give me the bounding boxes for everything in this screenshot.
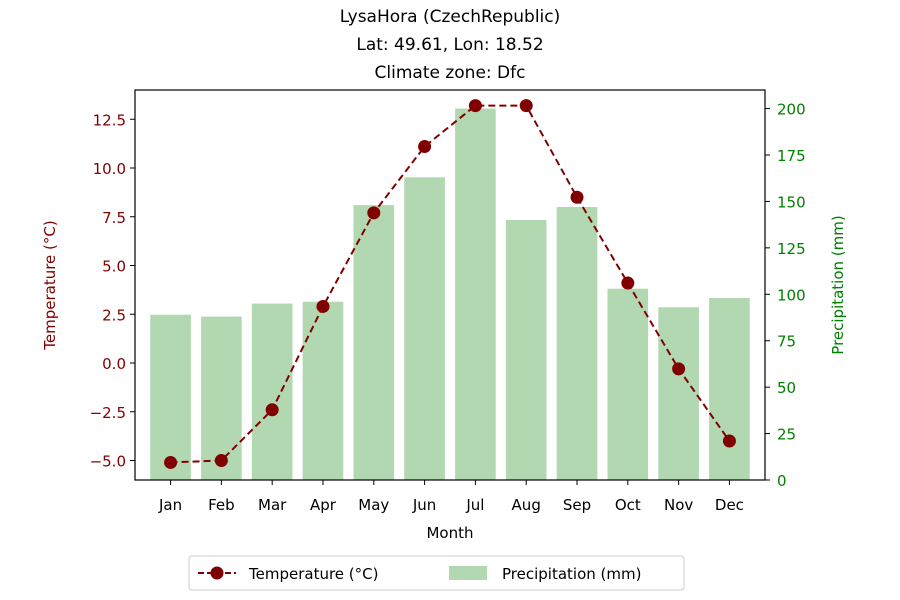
temperature-marker-feb (214, 454, 228, 467)
x-axis-label: Month (426, 524, 473, 542)
left-axis-label: Temperature (°C) (41, 220, 59, 350)
month-tick-label: Jul (465, 496, 484, 514)
month-tick-label: Apr (310, 496, 337, 514)
precipitation-tick-label: 150 (777, 193, 806, 211)
precipitation-bar-aug (505, 220, 547, 480)
month-tick-label: Sep (563, 496, 591, 514)
temperature-marker-mar (265, 403, 279, 417)
month-tick-label: Dec (715, 496, 744, 514)
month-tick-label: Aug (512, 496, 541, 514)
temperature-marker-jun (418, 140, 432, 154)
precipitation-tick-label: 25 (777, 426, 796, 444)
precipitation-tick-label: 125 (777, 240, 806, 258)
precipitation-tick-label: 0 (777, 472, 787, 490)
precipitation-bar-oct (607, 288, 649, 480)
month-tick-label: Nov (664, 496, 693, 514)
temperature-tick-label: 7.5 (102, 209, 126, 227)
precipitation-tick-label: 75 (777, 333, 796, 351)
month-tick-label: Feb (208, 496, 235, 514)
temperature-tick-label: 10.0 (93, 160, 126, 178)
precipitation-bar-jul (455, 108, 496, 481)
precipitation-bar-dec (709, 298, 750, 480)
temperature-tick-label: −2.5 (90, 404, 126, 422)
precipitation-tick-label: 175 (777, 147, 806, 165)
legend-temperature-marker (210, 566, 224, 580)
precipitation-axis: 0 25 50 75 100 125 150 175 200 (765, 101, 806, 490)
chart-title-line-1: LysaHora (CzechRepublic) (340, 7, 561, 27)
legend: Temperature (°C) Precipitation (mm) (188, 555, 685, 591)
precipitation-bar-nov (658, 307, 699, 480)
temperature-marker-aug (519, 99, 533, 113)
month-tick-label: Jun (412, 496, 436, 514)
precipitation-tick-label: 50 (777, 379, 796, 397)
temperature-marker-nov (672, 362, 686, 376)
temperature-marker-dec (722, 434, 736, 448)
temperature-tick-label: 12.5 (93, 111, 126, 129)
temperature-marker-sep (570, 190, 584, 204)
chart-title-line-3: Climate zone: Dfc (375, 63, 526, 83)
temperature-axis: −5.0 −2.5 0.0 2.5 5.0 7.5 10.0 12.5 (90, 111, 135, 471)
legend-box (188, 555, 685, 591)
temperature-marker-may (367, 206, 381, 220)
temperature-tick-label: −5.0 (90, 453, 126, 471)
precipitation-bar-jan (150, 314, 191, 480)
chart-title-line-2: Lat: 49.61, Lon: 18.52 (356, 35, 543, 55)
temperature-marker-oct (621, 276, 635, 290)
plot-frame (134, 89, 766, 481)
precipitation-bar-jun (404, 177, 445, 481)
right-axis-label: Precipitation (mm) (829, 215, 847, 354)
temperature-tick-label: 2.5 (102, 306, 126, 324)
precipitation-bar-sep (556, 207, 598, 480)
month-tick-label: Jan (158, 496, 182, 514)
legend-temperature-label: Temperature (°C) (248, 565, 378, 583)
month-tick-label: May (358, 496, 389, 514)
temperature-series (164, 99, 736, 469)
temperature-marker-jul (468, 99, 482, 113)
month-tick-label: Oct (615, 496, 641, 514)
precipitation-bar-apr (302, 301, 344, 480)
precipitation-tick-label: 100 (777, 286, 806, 304)
temperature-marker-apr (316, 299, 330, 313)
temperature-line (170, 104, 731, 464)
legend-precipitation-swatch (449, 566, 487, 580)
month-axis: Jan Feb Mar Apr May Jun Jul Aug Sep Oct Nov Dec (158, 480, 744, 514)
precipitation-bar-feb (201, 316, 242, 480)
precipitation-bar-may (353, 205, 395, 480)
precipitation-bars (150, 108, 750, 481)
temperature-marker-jan (164, 455, 178, 469)
month-tick-label: Mar (258, 496, 287, 514)
legend-precipitation-label: Precipitation (mm) (502, 565, 641, 583)
temperature-tick-label: 5.0 (102, 258, 126, 276)
precipitation-bar-mar (251, 303, 293, 480)
precipitation-tick-label: 200 (777, 101, 806, 119)
temperature-tick-label: 0.0 (102, 355, 126, 373)
